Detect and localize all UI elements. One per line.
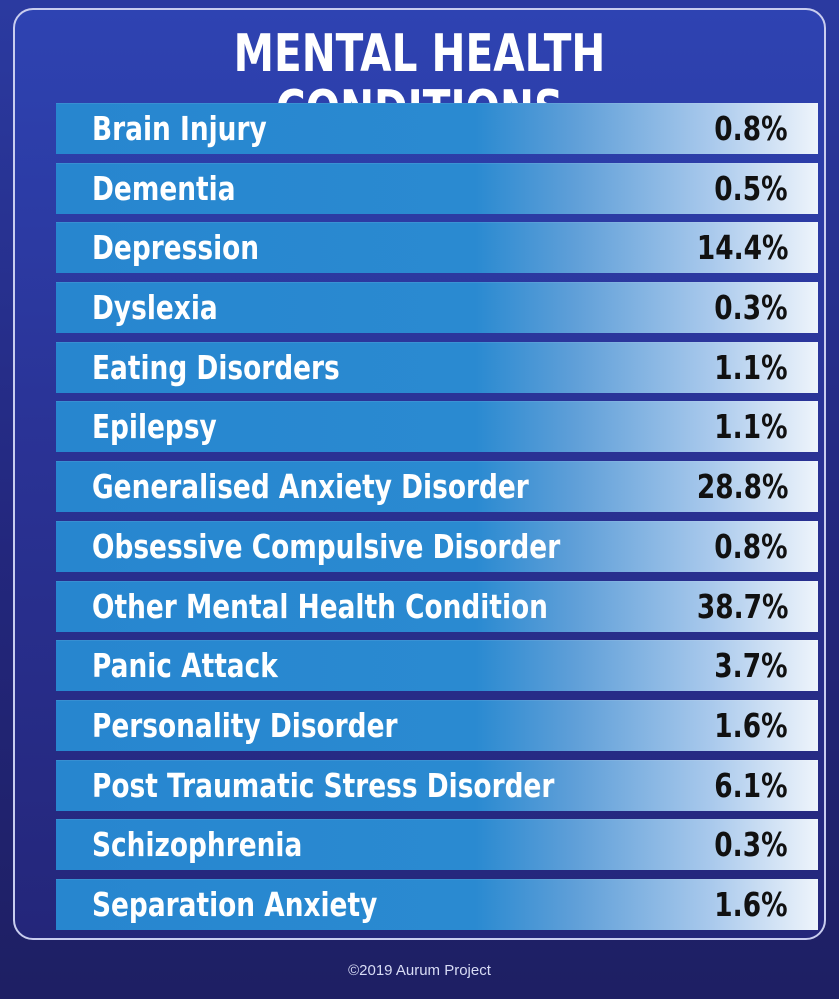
- table-row: Personality Disorder 1.6%: [56, 699, 818, 751]
- copyright-footer: ©2019 Aurum Project: [348, 962, 491, 979]
- table-row: Dyslexia 0.3%: [56, 282, 818, 334]
- condition-percentage: 38.7%: [696, 586, 788, 626]
- condition-percentage: 0.5%: [714, 168, 788, 208]
- condition-label: Eating Disorders: [92, 347, 340, 387]
- condition-percentage: 1.1%: [714, 407, 788, 447]
- condition-percentage: 1.6%: [714, 705, 788, 745]
- table-row: Obsessive Compulsive Disorder 0.8%: [56, 520, 818, 572]
- chart-panel: MENTAL HEALTH CONDITIONS Brain Injury0.8…: [13, 8, 826, 940]
- table-row: Brain Injury 0.8%: [56, 103, 818, 154]
- condition-percentage: 0.3%: [714, 288, 788, 328]
- table-row: Eating Disorders 1.1%: [56, 341, 818, 393]
- table-row: Generalised Anxiety Disorder 28.8%: [56, 461, 818, 513]
- table-row: Panic Attack 3.7%: [56, 640, 818, 692]
- table-row: Dementia 0.5%: [56, 162, 818, 214]
- condition-label: Generalised Anxiety Disorder: [92, 467, 529, 507]
- condition-label: Personality Disorder: [92, 705, 398, 745]
- condition-percentage: 0.8%: [714, 109, 788, 148]
- table-row: Depression 14.4%: [56, 222, 818, 274]
- condition-label: Dyslexia: [92, 288, 218, 328]
- condition-percentage: 1.6%: [714, 884, 788, 924]
- table-row: Epilepsy 1.1%: [56, 401, 818, 453]
- condition-label: Brain Injury: [92, 109, 267, 148]
- condition-label: Schizophrenia: [92, 825, 303, 865]
- table-row: Other Mental Health Condition 38.7%: [56, 580, 818, 632]
- condition-label: Post Traumatic Stress Disorder: [92, 765, 555, 805]
- condition-label: Epilepsy: [92, 407, 217, 447]
- condition-label: Dementia: [92, 168, 236, 208]
- condition-label: Depression: [92, 228, 260, 268]
- condition-label: Other Mental Health Condition: [92, 586, 548, 626]
- condition-percentage: 3.7%: [714, 646, 788, 686]
- condition-percentage: 14.4%: [696, 228, 788, 268]
- condition-percentage: 0.3%: [714, 825, 788, 865]
- condition-percentage: 0.8%: [714, 526, 788, 566]
- condition-label: Separation Anxiety: [92, 884, 378, 924]
- table-row: Separation Anxiety 1.6%: [56, 878, 818, 930]
- table-row: Schizophrenia 0.3%: [56, 819, 818, 871]
- condition-percentage: 1.1%: [714, 347, 788, 387]
- condition-percentage: 6.1%: [714, 765, 788, 805]
- condition-percentage: 28.8%: [696, 467, 788, 507]
- table-row: Post Traumatic Stress Disorder 6.1%: [56, 759, 818, 811]
- condition-table: Brain Injury 0.8% Dementia 0.5% Depression 14…: [56, 103, 818, 939]
- condition-label: Obsessive Compulsive Disorder: [92, 526, 561, 566]
- condition-label: Panic Attack: [92, 646, 278, 686]
